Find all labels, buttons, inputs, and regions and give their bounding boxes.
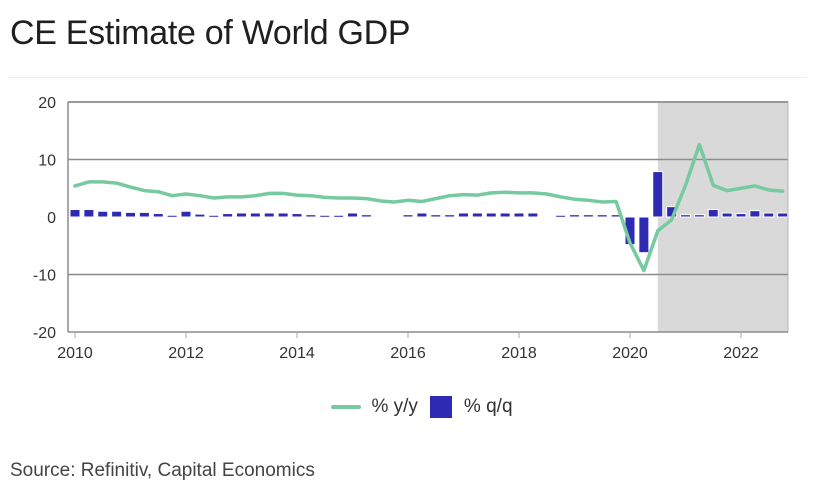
legend-label-yy: % y/y (371, 396, 418, 417)
bar-qq (208, 214, 220, 218)
bar-qq (430, 214, 442, 218)
bar-qq (277, 212, 289, 218)
x-tick-label: 2014 (279, 345, 315, 362)
bar-qq (499, 212, 511, 218)
y-tick-label: 20 (38, 95, 56, 112)
bar-qq (721, 212, 733, 218)
title-divider (8, 77, 806, 78)
bar-qq (777, 212, 789, 218)
legend-line-swatch (331, 405, 362, 409)
bar-qq (416, 212, 428, 218)
y-tick-label: -10 (33, 268, 56, 285)
line-yy (73, 142, 785, 273)
bar-qq (693, 214, 705, 218)
bar-qq (555, 214, 567, 218)
bar-qq (596, 214, 608, 218)
bar-qq (763, 212, 775, 218)
x-tick-label: 2016 (390, 345, 426, 362)
x-tick-label: 2012 (168, 345, 204, 362)
bar-qq (222, 213, 234, 218)
bar-qq (749, 210, 761, 218)
x-tick-label: 2018 (501, 345, 537, 362)
bar-qq (97, 210, 109, 218)
bar-qq (527, 212, 539, 218)
bar-qq (652, 171, 664, 218)
bar-qq (402, 214, 414, 218)
bar-qq (111, 210, 123, 218)
bar-qq (513, 212, 525, 218)
bar-qq (236, 212, 247, 218)
bar-qq (305, 214, 317, 218)
legend: % y/y % q/q (0, 396, 814, 418)
y-tick-label: -20 (33, 325, 56, 342)
bar-qq (138, 211, 150, 218)
bar-qq (444, 214, 456, 218)
bar-qq (125, 211, 136, 218)
x-tick-label: 2010 (57, 345, 93, 362)
bar-qq (569, 214, 580, 218)
source-note: Source: Refinitiv, Capital Economics (10, 460, 315, 481)
bar-qq (291, 213, 303, 218)
bar-qq (485, 212, 497, 218)
bar-qq (152, 213, 164, 218)
bar-qq (347, 212, 358, 218)
bar-qq (69, 209, 81, 218)
bar-qq (319, 214, 331, 218)
bar-qq (680, 214, 691, 218)
y-tick-label: 0 (47, 210, 56, 227)
bar-qq (249, 212, 261, 218)
bar-qq (638, 216, 650, 254)
bar-qq (707, 209, 719, 218)
y-tick-label: 10 (38, 153, 56, 170)
bar-qq (735, 213, 747, 218)
bar-qq (180, 210, 192, 218)
bar-qq (582, 214, 594, 218)
chart-title: CE Estimate of World GDP (10, 14, 411, 52)
legend-label-qq: % q/q (463, 396, 513, 417)
bar-qq (360, 214, 372, 218)
x-tick-label: 2020 (612, 345, 648, 362)
bar-qq (458, 212, 469, 218)
x-tick-label: 2022 (723, 345, 759, 362)
bar-qq (194, 213, 206, 218)
bar-qq (263, 212, 275, 218)
bar-qq (166, 214, 178, 218)
bar-qq (471, 212, 483, 218)
bar-qq (333, 214, 345, 218)
legend-bar-swatch (429, 396, 452, 418)
bar-qq (83, 209, 95, 218)
